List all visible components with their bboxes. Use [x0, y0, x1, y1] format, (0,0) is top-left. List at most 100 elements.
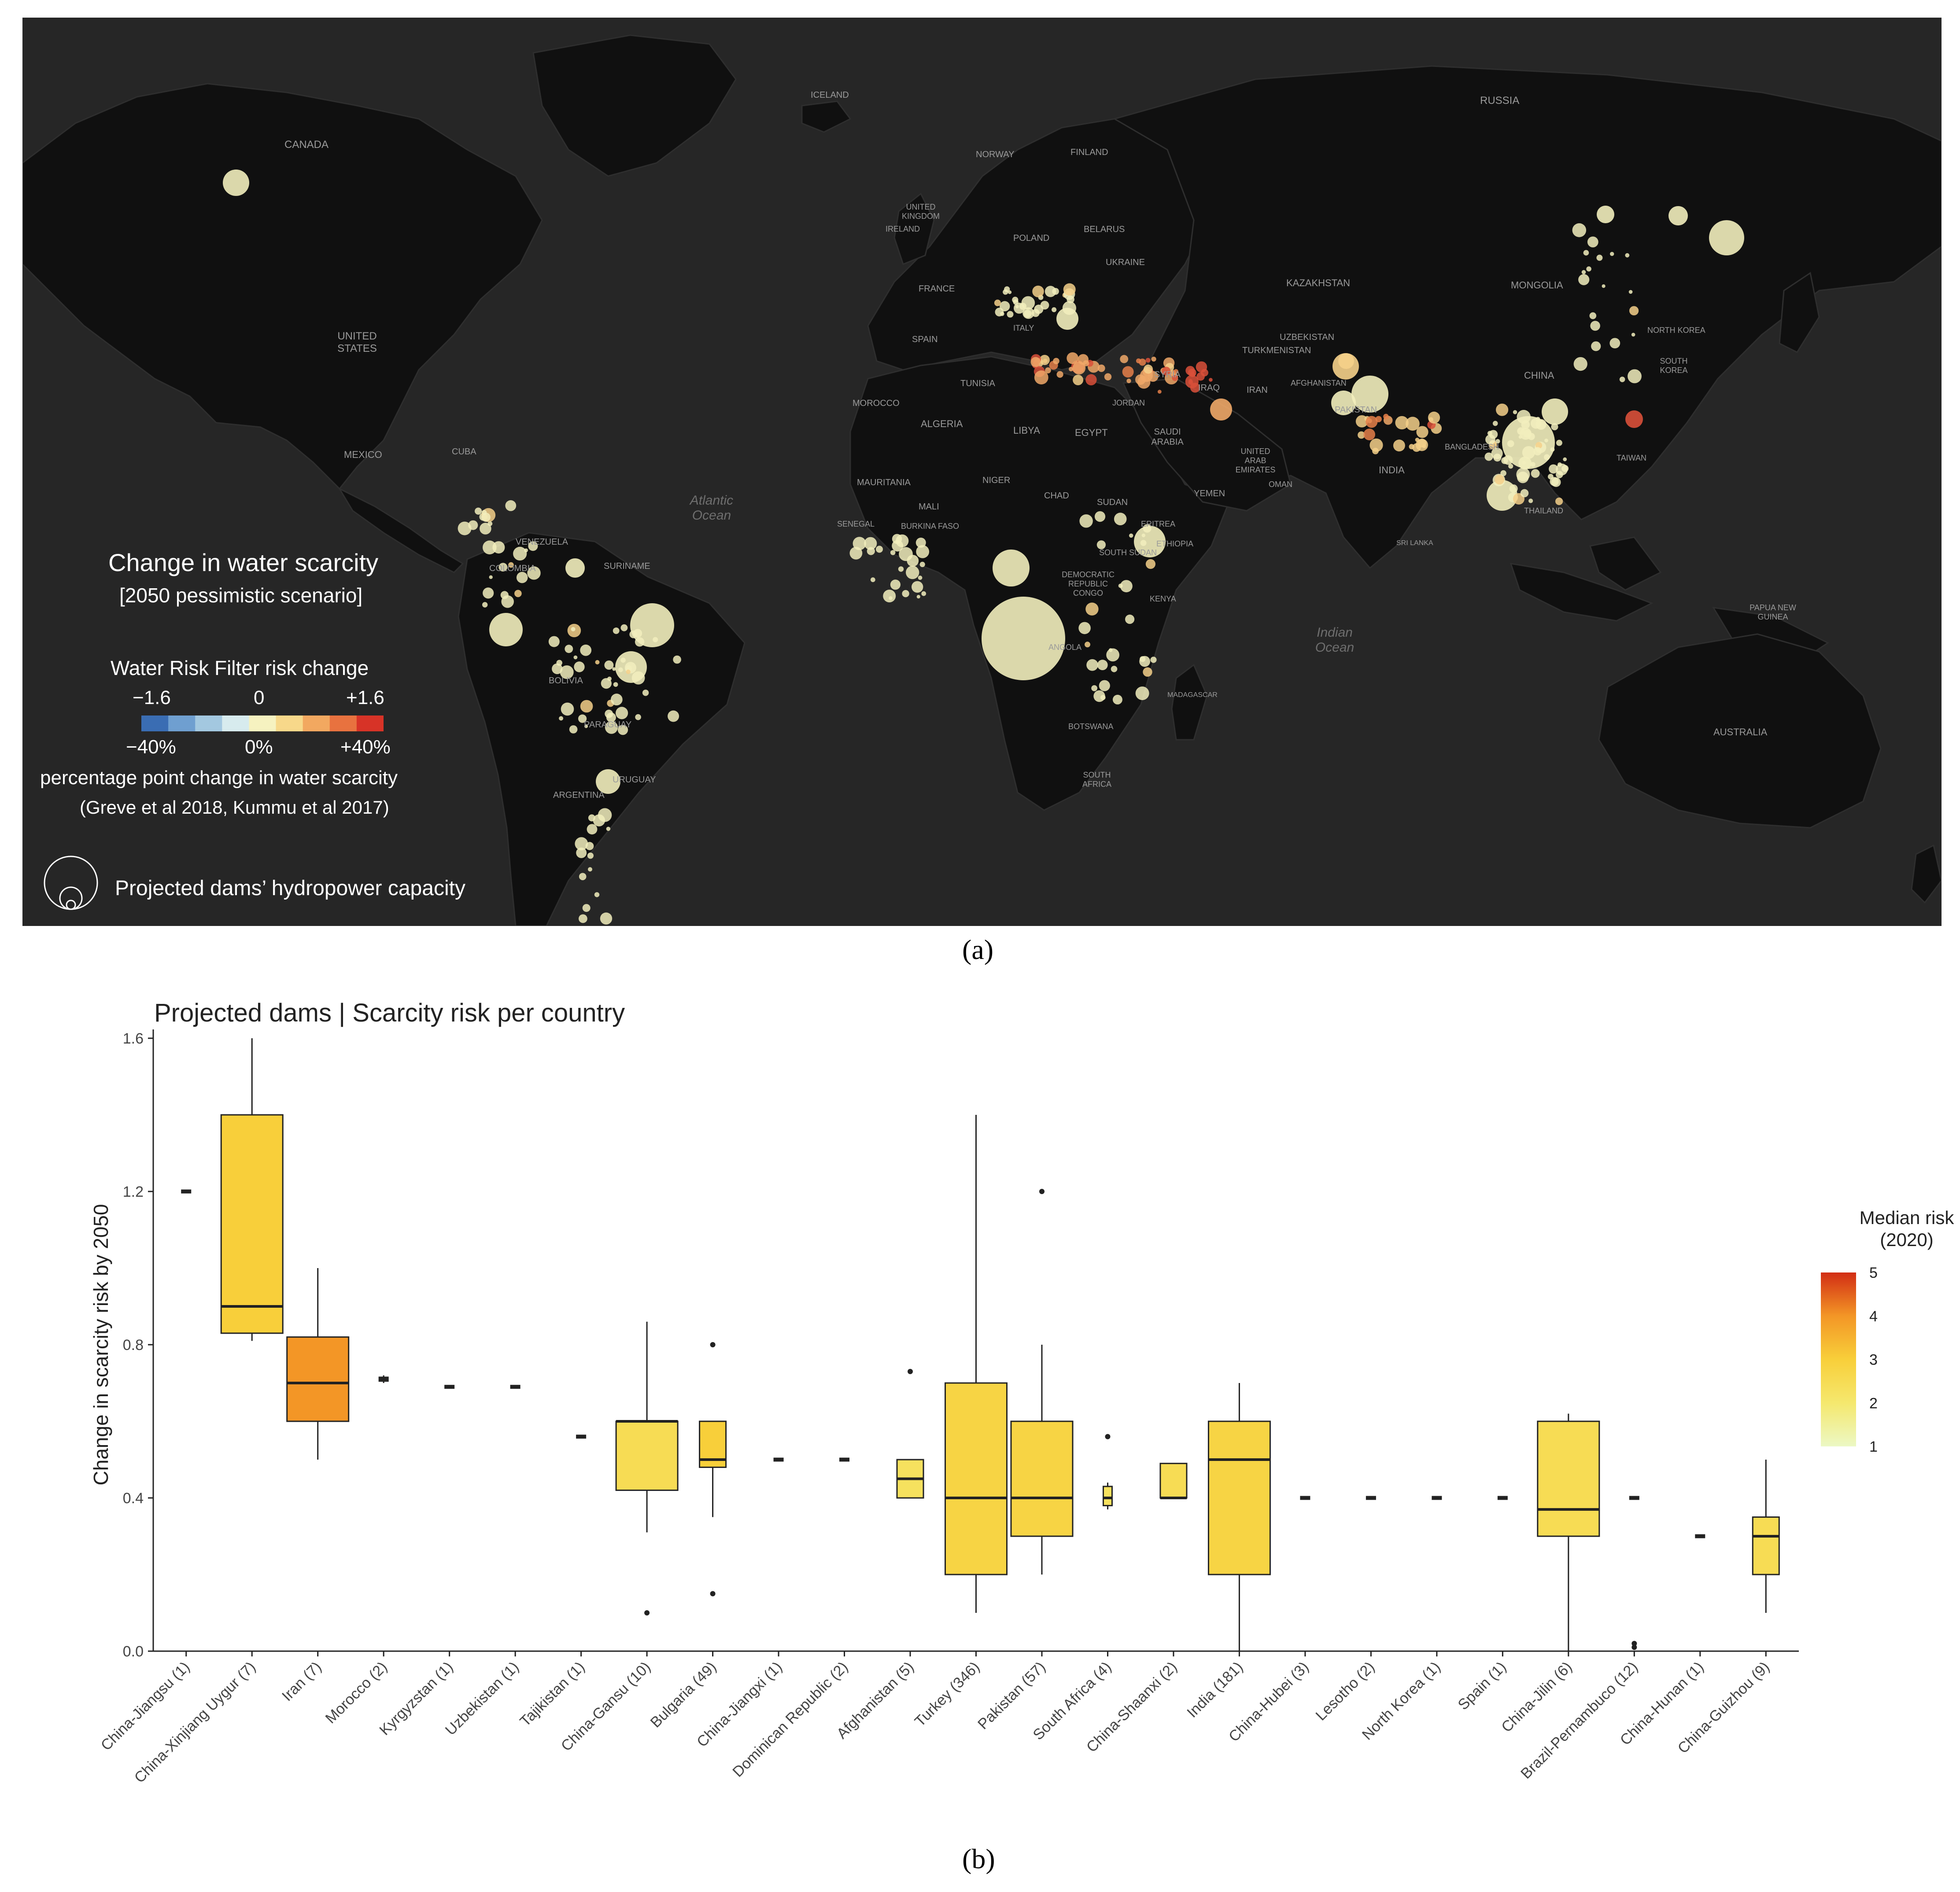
box-iqr [1752, 1516, 1780, 1575]
dam-bubble [569, 725, 578, 734]
outlier-point [710, 1342, 716, 1347]
country-label: KENYA [1150, 594, 1176, 603]
australia-landmass [1598, 633, 1882, 829]
dam-bubble [1143, 667, 1152, 677]
y-axis-label: Change in scarcity risk by 2050 [89, 1204, 112, 1485]
iceland-landmass [801, 100, 852, 133]
dam-bubble [853, 537, 866, 550]
arabia-landmass [1122, 378, 1292, 512]
box-12 [945, 1115, 1008, 1613]
box-iqr [220, 1114, 284, 1334]
legend-subtitle: [2050 pessimistic scenario] [119, 584, 363, 607]
country-label: SOUTH SUDAN [1099, 548, 1157, 557]
dam-bubble [524, 548, 528, 553]
ocean-label: Indian Ocean [1315, 625, 1355, 655]
dam-bubble [668, 710, 679, 722]
dam-bubble [1188, 380, 1193, 385]
dam-bubble [1085, 602, 1099, 616]
dam-bubble [906, 565, 919, 579]
dam-bubble [1530, 462, 1536, 467]
dam-bubble [1383, 413, 1389, 420]
country-label: VENEZUELA [516, 537, 568, 547]
dam-bubble [919, 561, 925, 567]
dam-bubble [1085, 374, 1097, 386]
central-america-landmass [338, 487, 464, 573]
dam-bubble [582, 904, 591, 912]
dam-bubble [1492, 420, 1498, 426]
outlier-point [1105, 1434, 1111, 1439]
country-label: MAURITANIA [857, 478, 911, 487]
dam-bubble [918, 575, 923, 580]
dam-bubble [1144, 364, 1153, 374]
dam-bubble [1393, 439, 1405, 452]
dam-bubble [575, 837, 588, 851]
dam-bubble [1004, 286, 1010, 292]
country-label: SAUDI ARABIA [1151, 427, 1184, 447]
dam-bubble [890, 550, 896, 555]
dam-bubble [1556, 471, 1563, 479]
dam-bubble [565, 645, 573, 653]
dam-bubble [1369, 438, 1383, 452]
dam-bubble [1366, 416, 1378, 428]
dam-bubble [482, 602, 488, 608]
dam-bubble [1583, 250, 1589, 256]
dam-bubble [1145, 358, 1151, 363]
dam-bubble [1528, 498, 1533, 503]
dam-bubble [1522, 446, 1535, 459]
dam-bubble [578, 714, 587, 723]
dam-bubble [1495, 439, 1500, 444]
dam-bubble [588, 867, 592, 872]
dam-bubble [892, 540, 904, 552]
dam-bubble [1196, 372, 1205, 381]
dam-bubble [1140, 540, 1147, 546]
dam-bubble [1056, 371, 1063, 378]
country-label: POLAND [1013, 233, 1050, 243]
dam-bubble [617, 725, 628, 735]
dam-bubble [1210, 398, 1232, 420]
north-america-landmass [22, 83, 543, 490]
country-label: NORTH KOREA [1647, 326, 1705, 335]
box-iqr [1010, 1420, 1074, 1537]
dam-bubble [876, 546, 883, 553]
outlier-point [1039, 1189, 1045, 1194]
dam-bubble [1136, 358, 1141, 364]
dam-bubble [1544, 439, 1548, 443]
dam-bubble [1141, 533, 1145, 538]
country-label: NIGER [982, 476, 1011, 485]
dam-bubble [1495, 475, 1505, 485]
box-iqr [945, 1382, 1008, 1575]
dam-bubble [889, 596, 893, 600]
dam-bubble [1602, 284, 1606, 288]
dam-bubble [1629, 306, 1639, 316]
box-24 [1752, 1460, 1780, 1613]
dam-bubble [620, 624, 628, 631]
scarcity-boxplot: Projected dams | Scarcity risk per count… [89, 999, 1954, 1786]
dam-bubble [594, 892, 600, 897]
dam-bubble [595, 660, 600, 664]
risk-tick-max: +1.6 [346, 687, 384, 708]
dam-bubble [867, 547, 875, 555]
country-label: SURINAME [604, 561, 650, 571]
box-iqr [615, 1420, 679, 1491]
dam-bubble [580, 700, 593, 713]
dam-bubble [898, 566, 904, 572]
country-label: IRAN [1247, 385, 1268, 395]
dam-bubble [1484, 452, 1493, 461]
dam-bubble [1039, 354, 1050, 365]
dam-bubble [1085, 642, 1090, 648]
dam-bubble [1150, 656, 1157, 663]
dam-bubble [1097, 660, 1108, 671]
dam-bubble [528, 541, 538, 551]
caption-b: (b) [962, 1843, 995, 1874]
dam-bubble [1548, 474, 1554, 479]
dam-bubble [1573, 357, 1587, 371]
dam-bubble [1428, 411, 1440, 424]
pct-description: percentage point change in water scarcit… [40, 767, 398, 789]
dam-bubble [1609, 338, 1620, 349]
country-label: MALI [919, 502, 939, 512]
dam-bubble [606, 712, 616, 723]
dam-bubble [883, 590, 896, 603]
country-label: FRANCE [919, 284, 955, 294]
dam-bubble [1533, 447, 1542, 456]
dam-bubble [994, 299, 1001, 306]
